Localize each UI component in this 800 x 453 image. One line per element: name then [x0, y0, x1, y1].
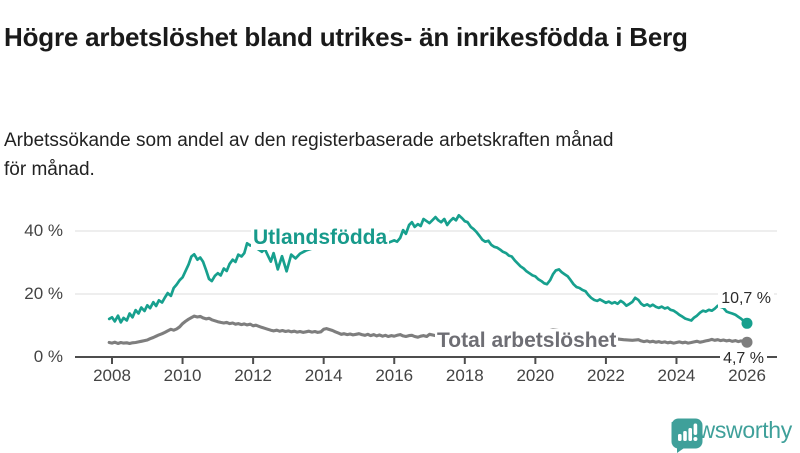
y-axis-tick-label: 0 % [33, 347, 63, 366]
y-axis-tick-label: 40 % [24, 221, 63, 240]
y-axis-tick-label: 20 % [24, 284, 63, 303]
gridlines [75, 230, 777, 295]
x-axis-tick-label: 2024 [657, 366, 696, 385]
series-endpoint-dot-total [741, 336, 753, 348]
series-line-total-arbetsloshet [107, 314, 749, 346]
page-subtitle: Arbetssökande som andel av den registerb… [4, 130, 614, 180]
x-axis-tick-label: 2014 [304, 366, 343, 385]
x-axis-tick-label: 2012 [234, 366, 273, 385]
series-label-utlandsfodda: Utlandsfödda [251, 226, 390, 250]
x-axis-tick-label: 2022 [586, 366, 625, 385]
newsworthy-speech-bubble-bars-icon [671, 418, 703, 453]
end-value-label-total: 4,7 % [720, 350, 767, 368]
x-axis-tick-label: 2008 [93, 366, 131, 385]
series-label-total-arbetsloshet: Total arbetslöshet [435, 329, 619, 353]
x-axis-tick-marks [111, 357, 749, 364]
x-axis-tick-label: 2010 [163, 366, 202, 385]
series-line-utlandsfodda [107, 213, 749, 325]
x-axis-tick-label: 2016 [375, 366, 414, 385]
x-axis-tick-label: 2020 [516, 366, 555, 385]
end-value-label-utlandsfodda: 10,7 % [718, 290, 774, 308]
x-axis-tick-label: 2026 [728, 366, 766, 385]
series-endpoint-dot-utlandsfodda [741, 317, 753, 329]
newsworthy-logo[interactable]: Newsworthy [670, 417, 792, 453]
page-title: Högre arbetslöshet bland utrikes- än inr… [4, 22, 688, 53]
x-axis-tick-label: 2018 [445, 366, 484, 385]
